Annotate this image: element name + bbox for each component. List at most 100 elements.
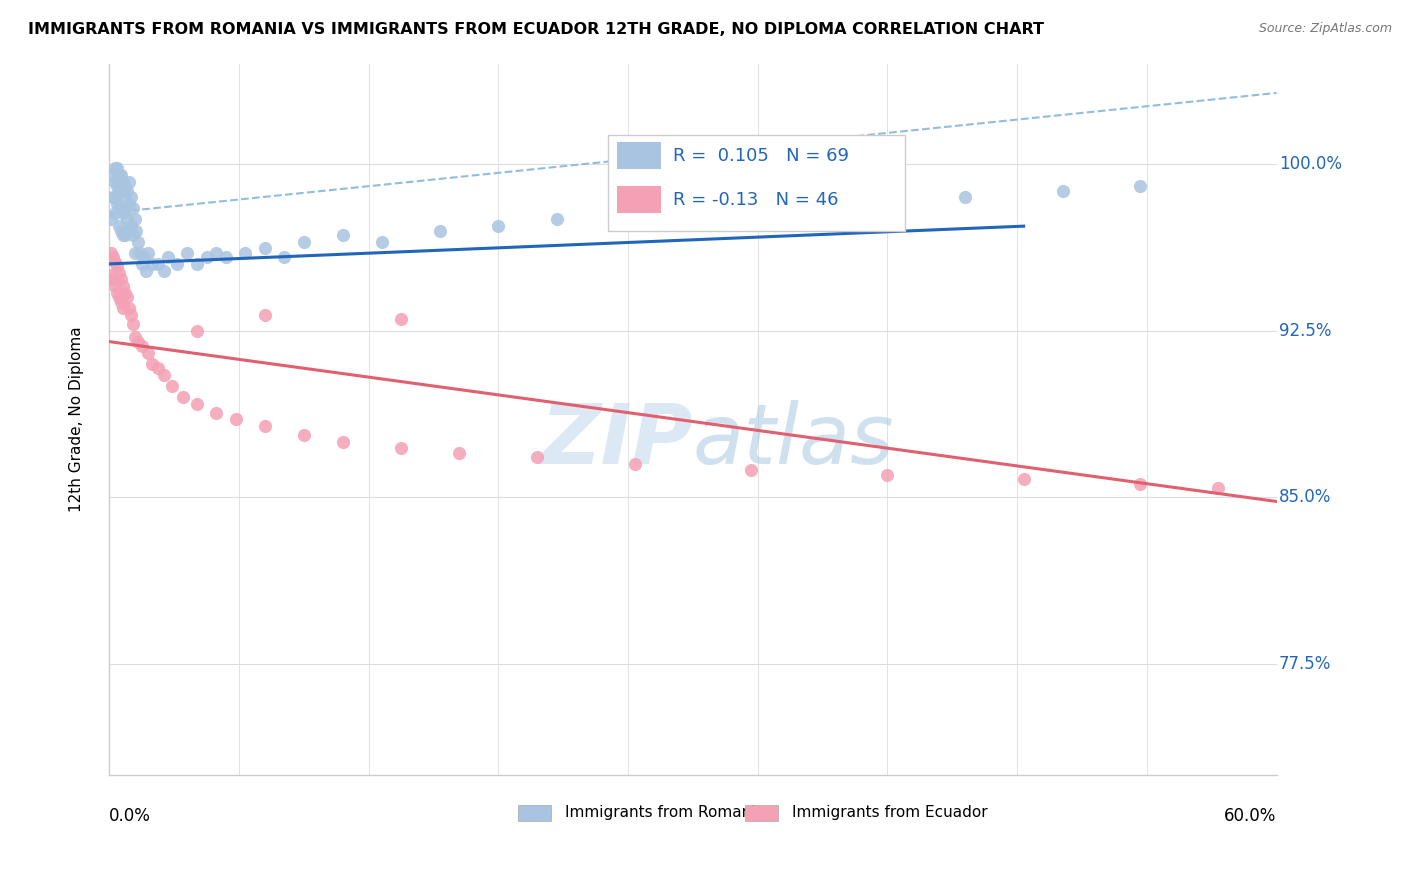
Point <box>146 257 169 271</box>
Point <box>120 190 142 204</box>
Point <box>111 175 134 189</box>
Point <box>389 441 412 455</box>
Bar <box>517 805 551 821</box>
Bar <box>617 186 661 213</box>
Point <box>205 406 228 420</box>
Point <box>111 227 134 242</box>
Point <box>114 227 136 242</box>
Point <box>101 272 124 286</box>
Point <box>136 245 159 260</box>
Point <box>118 197 141 211</box>
Point <box>110 184 132 198</box>
Point <box>114 179 136 194</box>
Point <box>105 197 128 211</box>
Point <box>1129 179 1152 194</box>
Point <box>526 450 548 464</box>
Point <box>253 308 276 322</box>
Point <box>114 202 136 216</box>
Point <box>108 202 131 216</box>
Text: Immigrants from Romania: Immigrants from Romania <box>565 805 765 821</box>
Point <box>389 312 412 326</box>
Point <box>115 212 138 227</box>
Point <box>225 412 247 426</box>
Point <box>108 184 131 198</box>
Text: R =  0.105   N = 69: R = 0.105 N = 69 <box>673 146 849 165</box>
Point <box>146 361 169 376</box>
Point <box>100 245 122 260</box>
Text: 85.0%: 85.0% <box>1279 488 1331 506</box>
Point <box>129 245 152 260</box>
Point <box>121 227 143 242</box>
Point <box>449 445 471 459</box>
Point <box>110 272 132 286</box>
Point <box>134 250 156 264</box>
Text: 92.5%: 92.5% <box>1279 321 1331 340</box>
Point <box>105 161 128 176</box>
Point <box>114 285 136 300</box>
Point <box>108 219 131 234</box>
Point <box>115 290 138 304</box>
Point <box>110 202 132 216</box>
Text: Source: ZipAtlas.com: Source: ZipAtlas.com <box>1258 22 1392 36</box>
Point <box>125 224 148 238</box>
Point <box>799 202 821 216</box>
Point <box>120 219 142 234</box>
Point <box>108 168 131 182</box>
Point <box>110 168 132 182</box>
Point <box>101 250 124 264</box>
Point <box>253 419 276 434</box>
Point <box>111 301 134 316</box>
Point <box>104 161 127 176</box>
Text: 0.0%: 0.0% <box>110 806 150 824</box>
Point <box>141 257 163 271</box>
Point <box>111 279 134 293</box>
Point <box>1206 481 1229 495</box>
Point <box>104 190 127 204</box>
Text: 77.5%: 77.5% <box>1279 655 1331 673</box>
Point <box>115 184 138 198</box>
Point <box>118 175 141 189</box>
Point <box>105 179 128 194</box>
Point <box>172 390 194 404</box>
Point <box>253 241 276 255</box>
Point <box>111 190 134 204</box>
Point <box>136 345 159 359</box>
Point <box>121 317 143 331</box>
Point <box>152 263 174 277</box>
Point <box>141 357 163 371</box>
Point <box>876 197 898 211</box>
Text: atlas: atlas <box>693 401 894 481</box>
Point <box>127 235 149 249</box>
Bar <box>617 142 661 169</box>
Point <box>186 257 208 271</box>
Point <box>1129 476 1152 491</box>
Text: 100.0%: 100.0% <box>1279 155 1341 173</box>
Point <box>1012 472 1035 486</box>
Point <box>215 250 238 264</box>
Point <box>186 324 208 338</box>
Point <box>160 379 183 393</box>
Point <box>100 212 122 227</box>
Point <box>101 168 124 182</box>
Point <box>105 285 128 300</box>
Point <box>370 235 392 249</box>
Point <box>111 206 134 220</box>
Point <box>118 301 141 316</box>
Point <box>176 245 198 260</box>
Point <box>235 245 257 260</box>
Point <box>135 263 157 277</box>
Text: 60.0%: 60.0% <box>1225 806 1277 824</box>
Point <box>104 175 127 189</box>
Text: R = -0.13   N = 46: R = -0.13 N = 46 <box>673 191 838 209</box>
FancyBboxPatch shape <box>607 135 905 231</box>
Point <box>131 257 153 271</box>
Point <box>105 259 128 273</box>
Point <box>546 212 568 227</box>
Point <box>124 212 146 227</box>
Text: Immigrants from Ecuador: Immigrants from Ecuador <box>792 805 988 821</box>
Point <box>332 227 354 242</box>
Point <box>195 250 218 264</box>
Bar <box>745 805 778 821</box>
Point <box>486 219 509 234</box>
Point <box>108 266 131 280</box>
